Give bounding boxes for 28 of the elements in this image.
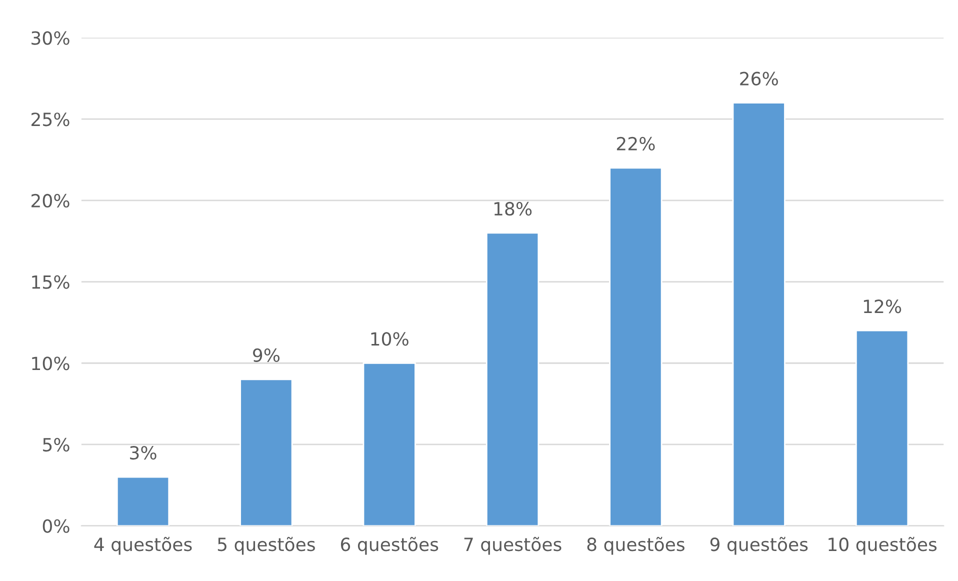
data-label: 3% (130, 446, 156, 460)
bar (240, 378, 293, 526)
y-tick-label: 25% (32, 112, 70, 126)
x-tick-label: 8 questões (587, 536, 684, 555)
y-tick-label: 30% (32, 31, 70, 45)
y-tick-label: 10% (32, 356, 70, 370)
y-tick-label: 20% (32, 194, 70, 208)
bar (732, 102, 786, 526)
bar (609, 167, 662, 526)
bar (855, 330, 909, 526)
x-tick-label: 7 questões (464, 536, 562, 555)
bar (362, 362, 416, 526)
x-tick-label: 10 questões (828, 536, 937, 555)
data-label: 22% (616, 136, 655, 151)
bar (116, 476, 170, 526)
x-tick-label: 9 questões (710, 536, 808, 555)
x-tick-label: 6 questões (340, 536, 438, 555)
y-tick-label: 5% (43, 438, 70, 452)
data-label: 26% (740, 72, 778, 86)
x-tick-label: 5 questões (218, 536, 315, 555)
data-label: 10% (371, 332, 408, 346)
data-label: 12% (864, 300, 902, 314)
data-label: 18% (494, 202, 532, 216)
y-tick-label: 15% (32, 275, 70, 289)
x-tick-label: 4 questões (94, 536, 192, 555)
bar (486, 232, 540, 526)
y-tick-label: 0% (42, 519, 70, 533)
data-label: 9% (253, 348, 280, 362)
